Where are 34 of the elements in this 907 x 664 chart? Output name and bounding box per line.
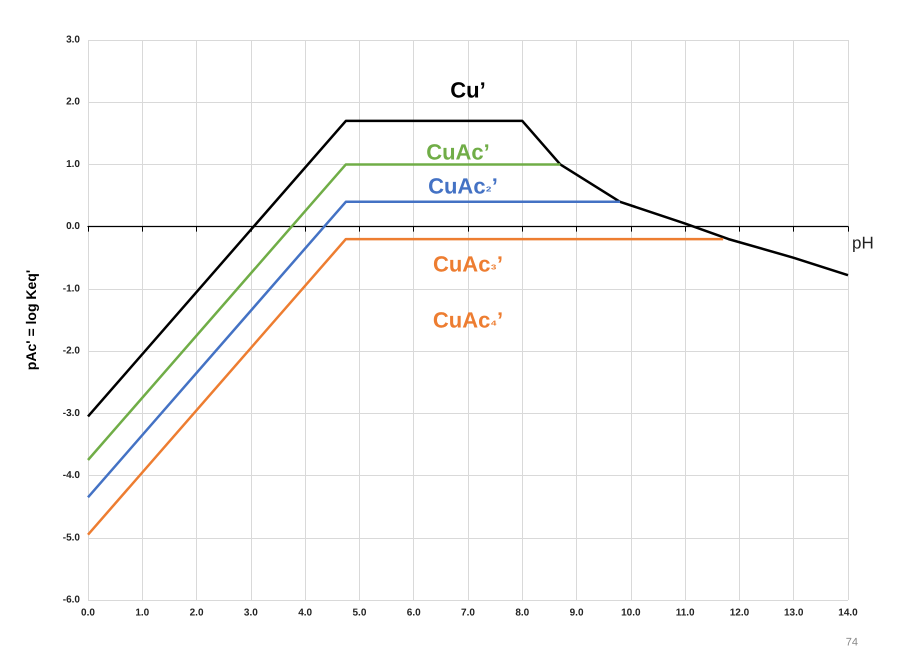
x-tick-label: 3.0: [244, 608, 258, 618]
annotation: CuAc’: [426, 140, 490, 164]
x-tick-label: 2.0: [190, 608, 204, 618]
text: 74: [846, 636, 858, 648]
annotation: Cu’: [450, 78, 486, 102]
y-axis-title: pAc' = log Keq': [23, 270, 39, 370]
y-tick-label: -6.0: [62, 594, 80, 606]
y-tick-label: 0.0: [66, 221, 80, 232]
x-tick-label: 12.0: [730, 608, 750, 618]
x-tick-label: 0.0: [81, 608, 96, 618]
x-tick-label: 6.0: [406, 608, 422, 618]
y-tick-label: -1.0: [62, 283, 80, 294]
x-tick-label: 7.0: [461, 608, 476, 618]
annotation: CuAc₂’: [428, 174, 498, 198]
y-tick-label: -3.0: [62, 408, 80, 419]
x-tick-label: 14.0: [838, 608, 858, 618]
y-tick-label: -4.0: [62, 470, 80, 482]
line-series: [86, 120, 850, 418]
x-tick-label: 5.0: [352, 608, 367, 618]
x-tick-label: 11.0: [676, 608, 696, 618]
x-tick-label: 13.0: [784, 608, 804, 618]
x-axis-title: pH: [852, 234, 874, 253]
y-tick-label: 1.0: [66, 158, 80, 170]
x-tick-label: 4.0: [298, 608, 313, 618]
x-tick-label: 10.0: [621, 608, 642, 618]
y-tick-label: -5.0: [62, 532, 80, 544]
x-tick-label: 9.0: [570, 608, 584, 618]
y-tick-label: 3.0: [66, 34, 80, 46]
x-tick-label: 8.0: [515, 608, 530, 618]
y-tick-label: 2.0: [66, 96, 80, 108]
annotation: CuAc₃’: [432, 252, 504, 276]
y-tick-label: -2.0: [62, 346, 80, 357]
annotation: CuAc₄’: [432, 308, 504, 332]
x-tick-label: 1.0: [135, 608, 150, 618]
